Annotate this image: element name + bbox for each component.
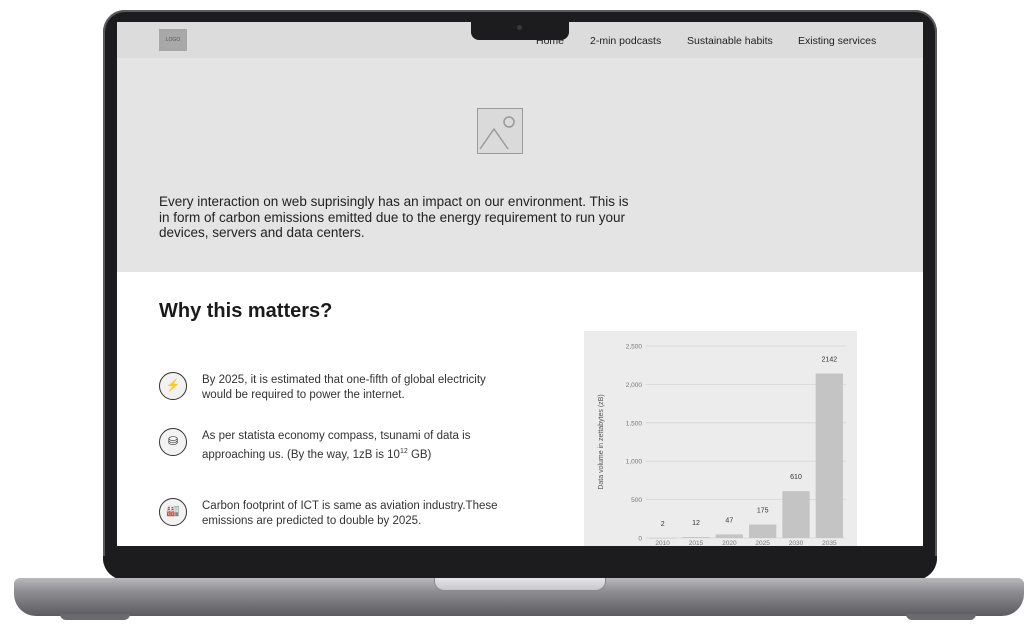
x-tick-label: 2020 bbox=[722, 540, 737, 546]
bar bbox=[782, 491, 810, 538]
y-tick-label: 2,500 bbox=[626, 344, 643, 351]
section-title: Why this matters? bbox=[159, 300, 333, 322]
fact-text-main: As per statista economy compass, tsunami… bbox=[202, 430, 471, 461]
nav-link-existing-services[interactable]: Existing services bbox=[798, 35, 877, 47]
fact-item: ⚡ By 2025, it is estimated that one-fift… bbox=[159, 372, 519, 418]
fact-item: 🏭 Carbon footprint of ICT is same as avi… bbox=[159, 498, 519, 544]
fact-text-end: GB) bbox=[407, 448, 432, 461]
x-tick-label: 2010 bbox=[655, 540, 670, 546]
laptop-screen: LOGO Home 2-min podcasts Sustainable hab… bbox=[117, 22, 923, 546]
bar bbox=[749, 524, 777, 538]
x-tick-label: 2030 bbox=[789, 540, 804, 546]
hero-section: Every interaction on web suprisingly has… bbox=[117, 58, 923, 272]
data-label: 2142 bbox=[822, 356, 838, 363]
data-label: 175 bbox=[757, 508, 769, 515]
fact-text: By 2025, it is estimated that one-fifth … bbox=[202, 374, 486, 401]
y-tick-label: 1,000 bbox=[626, 459, 643, 466]
bar-chart-svg: 0 500 1,000 1,500 2,000 2,500 Data volume in z… bbox=[598, 344, 846, 546]
bar bbox=[815, 373, 843, 538]
data-label: 12 bbox=[692, 520, 700, 527]
y-tick-label: 500 bbox=[631, 497, 642, 504]
hero-description: Every interaction on web suprisingly has… bbox=[159, 194, 629, 240]
x-tick-label: 2015 bbox=[689, 540, 704, 546]
y-tick-label: 2,000 bbox=[626, 382, 643, 389]
camera-icon bbox=[517, 25, 522, 30]
bar bbox=[715, 534, 743, 538]
camera-notch bbox=[471, 22, 569, 40]
y-axis-label: Data volume in zettabytes (zB) bbox=[598, 394, 605, 489]
fact-item: ⛁ As per statista economy compass, tsuna… bbox=[159, 428, 519, 474]
top-nav: LOGO Home 2-min podcasts Sustainable hab… bbox=[117, 22, 923, 58]
y-tick-label: 1,500 bbox=[626, 420, 643, 427]
image-placeholder-icon bbox=[477, 108, 523, 154]
data-volume-chart: 0 500 1,000 1,500 2,000 2,500 Data volume in z… bbox=[584, 331, 857, 546]
bar bbox=[682, 537, 710, 538]
factory-icon: 🏭 bbox=[159, 498, 187, 526]
fact-text-superscript: 12 bbox=[399, 448, 408, 455]
data-label: 2 bbox=[661, 521, 665, 528]
laptop-opening-notch bbox=[434, 578, 606, 591]
lightning-icon: ⚡ bbox=[159, 372, 187, 400]
data-label: 47 bbox=[725, 517, 733, 524]
bar bbox=[649, 537, 677, 539]
site-logo[interactable]: LOGO bbox=[159, 29, 187, 51]
nav-link-podcasts[interactable]: 2-min podcasts bbox=[590, 35, 662, 47]
x-tick-label: 2035 bbox=[822, 540, 837, 546]
nav-link-sustainable-habits[interactable]: Sustainable habits bbox=[687, 35, 773, 47]
y-tick-label: 0 bbox=[638, 536, 642, 543]
database-icon: ⛁ bbox=[159, 428, 187, 456]
data-label: 610 bbox=[790, 474, 802, 481]
x-tick-label: 2025 bbox=[755, 540, 770, 546]
nav-links: Home 2-min podcasts Sustainable habits E… bbox=[117, 35, 923, 51]
laptop-chin bbox=[103, 556, 937, 580]
laptop-foot-right bbox=[906, 614, 976, 620]
laptop-foot-left bbox=[60, 614, 130, 620]
fact-text: Carbon footprint of ICT is same as aviat… bbox=[202, 500, 498, 527]
fact-text: As per statista economy compass, tsunami… bbox=[202, 429, 512, 463]
